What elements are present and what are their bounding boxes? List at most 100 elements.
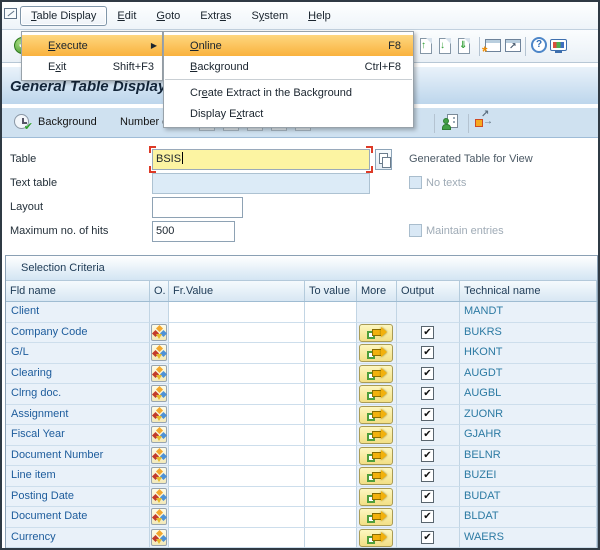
layout-input[interactable] bbox=[152, 197, 243, 218]
more-cell bbox=[357, 343, 397, 364]
menu-item-execute[interactable]: Execute ▶ bbox=[22, 35, 162, 56]
selection-options-button[interactable] bbox=[151, 344, 168, 361]
from-value-input[interactable] bbox=[169, 445, 305, 466]
toolbar-separator bbox=[468, 114, 469, 133]
generated-table-label: Generated Table for View bbox=[409, 153, 533, 165]
table-display-menu: Execute ▶ Exit Shift+F3 bbox=[21, 31, 163, 81]
last-page-icon[interactable]: ⇓ bbox=[458, 38, 470, 54]
output-checkbox[interactable]: ✔ bbox=[421, 489, 434, 503]
output-checkbox[interactable]: ✔ bbox=[421, 387, 434, 400]
max-hits-input[interactable]: 500 bbox=[152, 221, 235, 242]
new-session-icon[interactable]: * bbox=[482, 39, 501, 59]
background-button[interactable]: Background bbox=[38, 116, 97, 128]
menu-separator bbox=[165, 79, 412, 80]
from-value-input[interactable] bbox=[169, 486, 305, 507]
selection-options-button[interactable] bbox=[151, 323, 168, 341]
selection-options-button[interactable] bbox=[151, 405, 168, 423]
selection-options-button[interactable] bbox=[151, 364, 168, 382]
selection-options-button[interactable] bbox=[151, 508, 168, 525]
output-checkbox[interactable]: ✔ bbox=[421, 469, 434, 482]
selection-options-button[interactable] bbox=[151, 426, 168, 443]
menu-goto[interactable]: Goto bbox=[156, 10, 181, 22]
from-value-input[interactable] bbox=[169, 527, 305, 548]
multiple-selection-button[interactable] bbox=[359, 323, 393, 342]
column-header-more: More bbox=[357, 281, 397, 301]
create-shortcut-icon[interactable]: ↗ bbox=[505, 39, 521, 52]
execute-clock-icon[interactable]: ✔ bbox=[14, 114, 33, 133]
output-checkbox[interactable]: ✔ bbox=[421, 530, 434, 544]
field-name-label: Assignment bbox=[6, 404, 150, 425]
multiple-selection-button[interactable] bbox=[359, 508, 393, 526]
from-value-input[interactable] bbox=[169, 425, 305, 446]
text-table-label: Text table bbox=[10, 177, 58, 189]
to-value-input[interactable] bbox=[305, 322, 357, 343]
output-checkbox[interactable]: ✔ bbox=[421, 325, 434, 339]
customize-layout-icon[interactable] bbox=[550, 39, 567, 53]
menu-system[interactable]: System bbox=[251, 10, 289, 22]
output-checkbox[interactable]: ✔ bbox=[421, 407, 434, 421]
criteria-row-assignment: Assignment ✔ ZUONR bbox=[6, 404, 597, 425]
multiple-selection-button[interactable] bbox=[359, 528, 393, 547]
field-name-label: G/L bbox=[6, 343, 150, 364]
switch-display-icon[interactable]: ↗ → bbox=[475, 109, 495, 130]
to-value-input[interactable] bbox=[305, 507, 357, 528]
multiple-selection-button[interactable] bbox=[359, 364, 393, 383]
to-value-input[interactable] bbox=[305, 445, 357, 466]
from-value-input[interactable] bbox=[169, 384, 305, 405]
matchcode-button[interactable] bbox=[375, 149, 392, 170]
menu-extras[interactable]: Extras bbox=[200, 10, 232, 22]
technical-name: BUKRS bbox=[460, 322, 597, 343]
to-value-input[interactable] bbox=[305, 404, 357, 425]
page-down-icon[interactable]: ↓ bbox=[439, 38, 451, 54]
multiple-selection-button[interactable] bbox=[359, 487, 393, 506]
to-value-input[interactable] bbox=[305, 343, 357, 364]
multiple-selection-button[interactable] bbox=[359, 385, 393, 403]
multiple-selection-button[interactable] bbox=[359, 467, 393, 485]
menu-item-create-extract-in-the-background[interactable]: Create Extract in the Background bbox=[190, 86, 353, 99]
menu-item-exit[interactable]: Exit Shift+F3 bbox=[48, 60, 154, 73]
to-value-input[interactable] bbox=[305, 425, 357, 446]
to-value-input[interactable] bbox=[305, 527, 357, 548]
to-value-input[interactable] bbox=[305, 384, 357, 405]
output-checkbox[interactable]: ✔ bbox=[421, 366, 434, 380]
multiple-selection-button[interactable] bbox=[359, 405, 393, 424]
selection-options-button[interactable] bbox=[151, 467, 168, 484]
from-value-input[interactable] bbox=[169, 466, 305, 487]
from-value-input[interactable] bbox=[169, 343, 305, 364]
menu-item-background[interactable]: Background Ctrl+F8 bbox=[190, 60, 401, 73]
field-name-label: Posting Date bbox=[6, 486, 150, 507]
from-value-input[interactable] bbox=[169, 302, 305, 323]
selection-options-button[interactable] bbox=[151, 385, 168, 402]
to-value-input[interactable] bbox=[305, 486, 357, 507]
menu-item-online[interactable]: Online F8 bbox=[164, 35, 413, 56]
menu-table-display[interactable]: Table Display bbox=[20, 6, 108, 26]
output-checkbox[interactable]: ✔ bbox=[421, 428, 434, 441]
window-menu-icon[interactable] bbox=[4, 8, 17, 19]
menu-edit[interactable]: Edit bbox=[117, 10, 137, 22]
to-value-input[interactable] bbox=[305, 466, 357, 487]
user-settings-icon[interactable] bbox=[442, 114, 458, 131]
output-checkbox[interactable]: ✔ bbox=[421, 448, 434, 462]
technical-name: BELNR bbox=[460, 445, 597, 466]
to-value-input[interactable] bbox=[305, 302, 357, 323]
selection-options-button[interactable] bbox=[151, 528, 168, 546]
menu-help[interactable]: Help bbox=[308, 10, 331, 22]
from-value-input[interactable] bbox=[169, 322, 305, 343]
to-value-input[interactable] bbox=[305, 363, 357, 384]
from-value-input[interactable] bbox=[169, 404, 305, 425]
multiple-selection-button[interactable] bbox=[359, 446, 393, 465]
output-checkbox[interactable]: ✔ bbox=[421, 510, 434, 523]
page-up-icon[interactable]: ↑ bbox=[420, 38, 432, 54]
output-cell: ✔ bbox=[397, 384, 460, 405]
selection-options-button[interactable] bbox=[151, 487, 168, 505]
from-value-input[interactable] bbox=[169, 363, 305, 384]
multiple-selection-button[interactable] bbox=[359, 426, 393, 444]
table-field-focus-frame: BSIS bbox=[149, 146, 373, 173]
help-icon[interactable]: ? bbox=[531, 37, 547, 53]
selection-options-button[interactable] bbox=[151, 446, 168, 464]
multiple-selection-button[interactable] bbox=[359, 344, 393, 362]
menu-item-display-extract[interactable]: Display Extract bbox=[190, 107, 264, 120]
output-checkbox[interactable]: ✔ bbox=[421, 346, 434, 359]
from-value-input[interactable] bbox=[169, 507, 305, 528]
table-input[interactable]: BSIS bbox=[152, 149, 370, 170]
